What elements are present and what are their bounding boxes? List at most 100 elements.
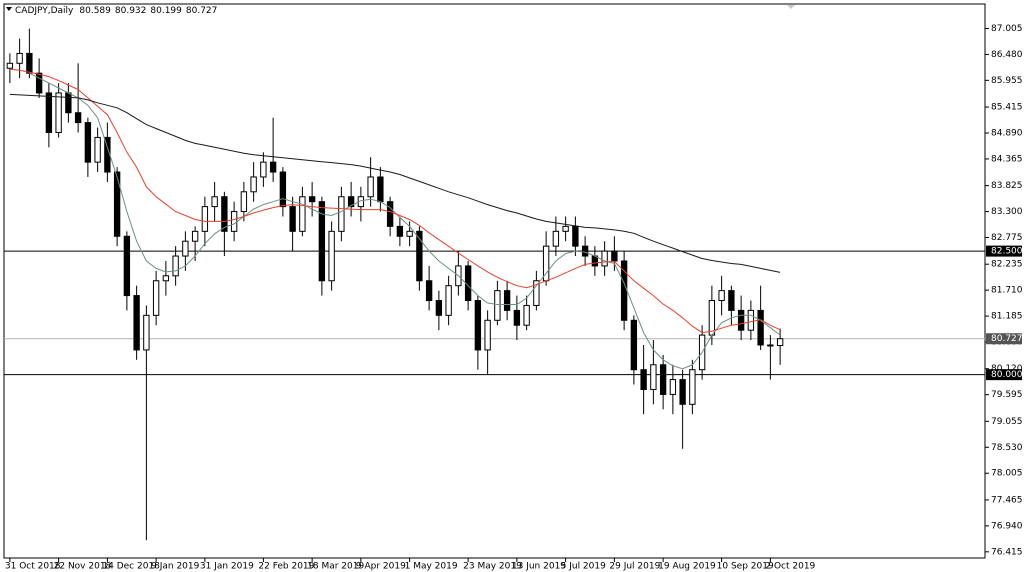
candle-body [757, 309, 764, 346]
x-tick-label: 9 Apr 2019 [356, 562, 406, 572]
candle-body [338, 196, 345, 232]
candle-body [26, 52, 33, 74]
x-tick-label: 29 Jul 2019 [609, 562, 660, 572]
x-tick-label: 13 Jun 2019 [512, 562, 566, 572]
candle-body [581, 245, 589, 257]
candle-body [35, 72, 43, 94]
candle-body [308, 196, 316, 203]
x-tick-label: 23 May 2019 [463, 562, 522, 572]
y-tick-label: 83.825 [991, 181, 1023, 191]
candle-body [650, 364, 657, 390]
candle-body [689, 369, 696, 405]
candle-body [74, 112, 82, 124]
symbol: CADJPY,Daily [15, 6, 74, 16]
candle-body [113, 171, 121, 237]
candle-body [747, 309, 755, 331]
moving-average [29, 72, 781, 370]
candle-body [679, 379, 686, 405]
layer: 87.005 86.480 85.955 85.415 84.890 84.365 83.8… [4, 24, 1023, 572]
candle-body [494, 290, 501, 321]
candle-body [45, 92, 53, 133]
x-tick-label: 18 Mar 2019 [307, 562, 364, 572]
candle-body [630, 319, 638, 371]
candle-body [230, 211, 238, 232]
candle-body [84, 122, 92, 163]
last-open: 80.589 [79, 6, 111, 16]
candle-body [406, 230, 413, 237]
candle-body [718, 290, 725, 302]
moving-average [9, 68, 781, 334]
candle-body [143, 314, 150, 351]
candle-body [767, 344, 774, 347]
candle-body [172, 255, 179, 277]
candle-body [133, 295, 140, 351]
y-tick-label: 76.940 [991, 521, 1023, 531]
candle-body [503, 290, 511, 311]
y-tick-label: 76.415 [991, 547, 1023, 557]
candle-body [279, 171, 287, 208]
candle-body [347, 196, 355, 208]
x-tick-label: 1 May 2019 [405, 562, 458, 572]
level-label: 80.000 [991, 370, 1023, 380]
shift-marker [787, 5, 795, 9]
plot-frame [3, 3, 986, 559]
candle-body [562, 225, 569, 232]
x-tick-label: 22 Feb 2019 [258, 562, 314, 572]
candle-body [445, 285, 452, 316]
y-tick-label: 78.005 [991, 469, 1023, 479]
candle-body [386, 201, 394, 227]
moving-average [9, 93, 781, 273]
candle-body [318, 201, 326, 282]
x-tick-label: 14 Dec 2018 [102, 562, 160, 572]
candle-body [191, 230, 199, 242]
candle-body [513, 309, 521, 326]
y-tick-label: 85.415 [991, 103, 1023, 113]
candle-body [640, 369, 647, 390]
level-box [986, 369, 1022, 381]
last-close: 80.727 [186, 6, 218, 16]
candle-body [572, 225, 579, 247]
y-tick-label: 82.775 [991, 233, 1023, 243]
candle-body [260, 161, 267, 178]
y-tick-label: 85.955 [991, 76, 1023, 86]
x-tick-label: 10 Sep 2019 [717, 562, 774, 572]
candle-body [728, 290, 735, 311]
chart-title: CADJPY,Daily 80.589 80.932 80.199 80.727 [15, 6, 217, 16]
level-label: 82.500 [991, 247, 1023, 257]
candle-body [669, 379, 677, 395]
candle-body [328, 230, 335, 282]
y-tick-label: 81.185 [991, 312, 1023, 322]
candle-body [377, 176, 384, 203]
y-tick-label: 79.055 [991, 417, 1023, 427]
candle-body [16, 52, 23, 64]
candle-body [240, 191, 248, 213]
last-high: 80.932 [115, 6, 147, 16]
x-tick-label: 9 Jan 2019 [151, 562, 199, 572]
candle-body [533, 280, 540, 306]
candle-body [94, 136, 101, 163]
candle-body [182, 240, 189, 257]
candle-body [396, 225, 404, 237]
y-tick-label: 83.300 [991, 207, 1023, 217]
x-tick-label: 31 Jan 2019 [200, 562, 254, 572]
y-tick-label: 82.235 [991, 260, 1023, 270]
candle-body [201, 206, 209, 232]
candle-body [367, 176, 374, 198]
candle-body [211, 196, 218, 208]
price-label: 80.727 [991, 334, 1023, 344]
candle-body [65, 92, 72, 114]
x-tick-label: 22 Nov 2018 [54, 562, 112, 572]
y-tick-label: 84.365 [991, 154, 1023, 164]
candle-body [708, 300, 716, 336]
candle-body [474, 300, 482, 351]
candle-body [601, 250, 608, 267]
candle-body [435, 300, 443, 316]
candle-body [221, 196, 228, 232]
y-tick-label: 79.595 [991, 390, 1023, 400]
x-tick-label: 5 Jul 2019 [561, 562, 606, 572]
y-tick-label: 81.710 [991, 286, 1023, 296]
y-tick-label: 77.465 [991, 495, 1023, 505]
x-tick-label: 19 Aug 2019 [658, 562, 716, 572]
candle-body [6, 62, 14, 69]
